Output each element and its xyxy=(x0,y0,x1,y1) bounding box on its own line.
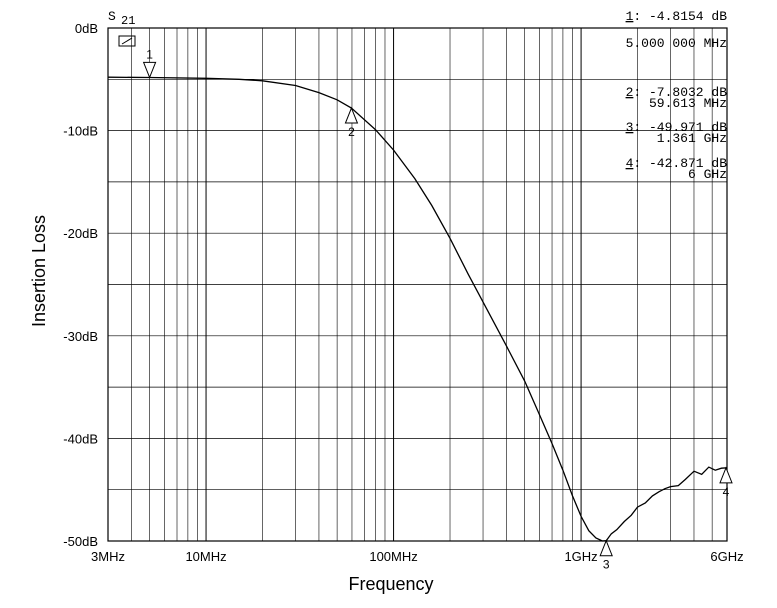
marker-readout-amplitude: 2: -7.8032 dB xyxy=(626,85,728,100)
y-tick-label: -30dB xyxy=(63,329,98,344)
marker-readout-id: 2 xyxy=(626,85,634,100)
marker-readout-separator: : xyxy=(633,9,649,24)
trace-group xyxy=(107,76,728,542)
marker-readout-amp-value: -7.8032 dB xyxy=(649,85,727,100)
marker-number: 2 xyxy=(348,125,355,139)
marker-readout-frequency: 6 GHz xyxy=(688,167,727,182)
marker-readout-separator: : xyxy=(633,120,649,135)
marker-triangle xyxy=(719,466,733,484)
marker-group: 1 2 3 4 xyxy=(142,47,733,572)
marker-triangle xyxy=(344,106,359,124)
marker-readout-amplitude: 4: -42.871 dB xyxy=(626,156,728,171)
x-tick-label: 1GHz xyxy=(564,549,597,564)
marker-readout-amplitude: 3: -49.971 dB xyxy=(626,120,728,135)
marker-readout-id: 1 xyxy=(626,9,634,24)
marker-number: 3 xyxy=(603,558,610,572)
y-tick-label: -20dB xyxy=(63,226,98,241)
marker-readout-amp-value: -49.971 dB xyxy=(649,120,727,135)
marker-readout-separator: : xyxy=(633,85,649,100)
marker-number: 1 xyxy=(146,47,153,61)
y-tick-label: 0dB xyxy=(75,21,98,36)
trace-line xyxy=(107,76,728,542)
trace-label-name: S xyxy=(108,9,116,24)
marker-readout-frequency: 1.361 GHz xyxy=(657,131,727,146)
marker-triangle xyxy=(142,61,157,79)
axes xyxy=(107,27,728,542)
x-axis-title: Frequency xyxy=(348,574,433,594)
marker-readout-amplitude: 1: -4.8154 dB xyxy=(626,9,728,24)
marker-readout-amp-value: -42.871 dB xyxy=(649,156,727,171)
x-tick-label: 100MHz xyxy=(369,549,417,564)
plot-frame xyxy=(107,27,728,542)
trace-label-sub: 21 xyxy=(121,14,135,28)
x-tick-label: 3MHz xyxy=(91,549,125,564)
y-tick-label: -10dB xyxy=(63,124,98,139)
x-tick-label: 6GHz xyxy=(710,549,743,564)
y-tick-label: -50dB xyxy=(63,534,98,549)
y-axis-title: Insertion Loss xyxy=(29,215,49,327)
marker-readout: 1: -4.8154 dB 5.000 000 MHz 2: -7.8032 dB5… xyxy=(626,9,728,182)
marker-number: 4 xyxy=(723,485,730,499)
marker-readout-frequency: 59.613 MHz xyxy=(649,96,727,111)
x-tick-label: 10MHz xyxy=(185,549,226,564)
channel-badge-icon xyxy=(118,35,136,47)
marker-readout-id: 4 xyxy=(626,156,634,171)
marker-triangle xyxy=(599,539,613,557)
marker-readout-frequency: 5.000 000 MHz xyxy=(626,36,727,51)
marker-readout-separator: : xyxy=(633,156,649,171)
marker-readout-amp-value: -4.8154 dB xyxy=(649,9,727,24)
grid xyxy=(108,28,727,541)
marker-readout-id: 3 xyxy=(626,120,634,135)
y-tick-label: -40dB xyxy=(63,431,98,446)
